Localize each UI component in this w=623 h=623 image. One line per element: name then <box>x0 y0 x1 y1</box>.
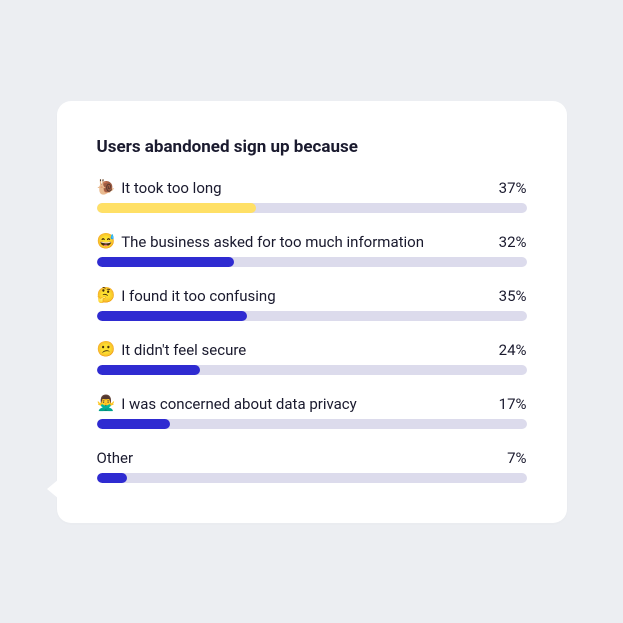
chart-row: 😕 It didn't feel secure 24% <box>97 341 527 375</box>
row-header: 🙅‍♂️ I was concerned about data privacy 17… <box>97 395 527 413</box>
label-wrap: 🤔 I found it too confusing <box>97 287 276 305</box>
survey-card: Users abandoned sign up because 🐌 It took… <box>57 101 567 523</box>
chart-row: 🙅‍♂️ I was concerned about data privacy 17… <box>97 395 527 429</box>
row-label: It took too long <box>121 179 221 197</box>
row-label: I found it too confusing <box>121 287 275 305</box>
bar-track <box>97 311 527 321</box>
bar-fill <box>97 203 256 213</box>
row-label: The business asked for too much informat… <box>121 233 424 251</box>
chart-row: 🤔 I found it too confusing 35% <box>97 287 527 321</box>
row-value: 17% <box>499 395 527 413</box>
bar-fill <box>97 257 235 267</box>
chart-row: 🐌 It took too long 37% <box>97 179 527 213</box>
row-header: 😅 The business asked for too much informa… <box>97 233 527 251</box>
row-value: 7% <box>507 449 526 467</box>
bar-track <box>97 419 527 429</box>
bar-track <box>97 257 527 267</box>
chart-row: 😅 The business asked for too much informa… <box>97 233 527 267</box>
row-value: 37% <box>499 179 527 197</box>
bar-track <box>97 473 527 483</box>
row-emoji-icon: 😕 <box>97 342 116 357</box>
label-wrap: 😅 The business asked for too much informa… <box>97 233 425 251</box>
row-header: Other 7% <box>97 449 527 467</box>
row-emoji-icon: 🐌 <box>97 180 116 195</box>
row-header: 🤔 I found it too confusing 35% <box>97 287 527 305</box>
bar-fill <box>97 473 127 483</box>
bar-track <box>97 203 527 213</box>
label-wrap: 🙅‍♂️ I was concerned about data privacy <box>97 395 357 413</box>
row-value: 32% <box>499 233 527 251</box>
row-emoji-icon: 🙅‍♂️ <box>97 396 116 411</box>
chart-title: Users abandoned sign up because <box>97 137 527 157</box>
label-wrap: 😕 It didn't feel secure <box>97 341 247 359</box>
row-label: Other <box>97 449 134 467</box>
bar-fill <box>97 365 200 375</box>
label-wrap: 🐌 It took too long <box>97 179 222 197</box>
row-label: I was concerned about data privacy <box>121 395 357 413</box>
label-wrap: Other <box>97 449 134 467</box>
row-emoji-icon: 🤔 <box>97 288 116 303</box>
row-header: 😕 It didn't feel secure 24% <box>97 341 527 359</box>
row-header: 🐌 It took too long 37% <box>97 179 527 197</box>
bar-fill <box>97 419 170 429</box>
row-value: 24% <box>499 341 527 359</box>
row-label: It didn't feel secure <box>121 341 246 359</box>
chart-rows: 🐌 It took too long 37% 😅 The business asked … <box>97 179 527 483</box>
row-emoji-icon: 😅 <box>97 234 116 249</box>
bar-track <box>97 365 527 375</box>
chart-row: Other 7% <box>97 449 527 483</box>
row-value: 35% <box>499 287 527 305</box>
bar-fill <box>97 311 248 321</box>
